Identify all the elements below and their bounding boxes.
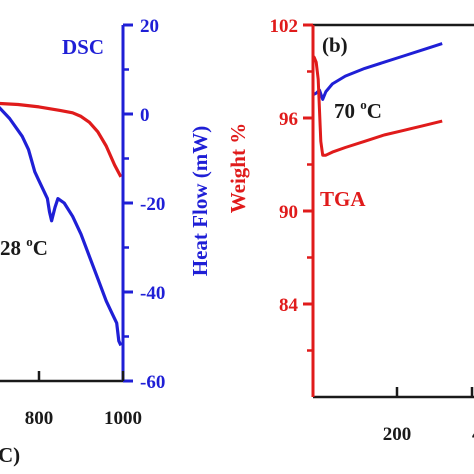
panel-b-bottom-ticks: 2004 [383,387,474,445]
panel-b-series-layer [311,42,443,157]
panel-a-dsc-curve [0,105,123,347]
panel-a-right-tick-label: -20 [140,194,165,215]
panel-b-panel-label: (b) [322,33,348,57]
panel-a-right-ticks: 20 0 -20 -40 -60 [123,16,165,393]
panel-b-bottom-tick-label: 4 [472,424,474,445]
panel-a-bottom-ticks: 800 1000 [25,371,142,429]
panel-b-left-ticks: 102 96 90 84 [270,16,313,352]
panel-a-right-tick-label: -40 [140,283,165,304]
panel-a-right-axis-label: Heat Flow (mW) [188,126,212,276]
panel-b-tga-label: TGA [320,187,366,211]
panel-a-bottom-tick-label: 800 [25,408,54,429]
panel-b-left-tick-label: 96 [279,109,298,130]
panel-a-right-tick-label: -60 [140,372,165,393]
panel-a-bottom-tick-label: 1000 [104,408,142,429]
panel-a-x-axis-label: C) [0,443,20,467]
panel-a-dsc-label: DSC [62,35,104,59]
panel-b-tga-curve [311,55,443,157]
panel-b-y-axis-label: Weight % [226,123,250,213]
panel-a: 20 0 -20 -40 -60 800 1000 DSC 28 oC Heat Flow… [0,16,212,467]
panel-a-series-layer [0,101,123,347]
panel-b-bottom-tick-label: 200 [383,424,412,445]
panel-b-left-tick-label: 90 [279,202,298,223]
panel-b-left-tick-label: 84 [279,295,299,316]
panel-b-temperature-annotation: 70 oC [334,97,382,123]
panel-a-temperature-annotation: 28 oC [0,234,48,260]
panel-a-right-tick-label: 20 [140,16,159,37]
panel-a-tga-curve [0,101,123,178]
panel-a-right-tick-label: 0 [140,105,150,126]
panel-b-left-tick-label: 102 [270,16,299,37]
